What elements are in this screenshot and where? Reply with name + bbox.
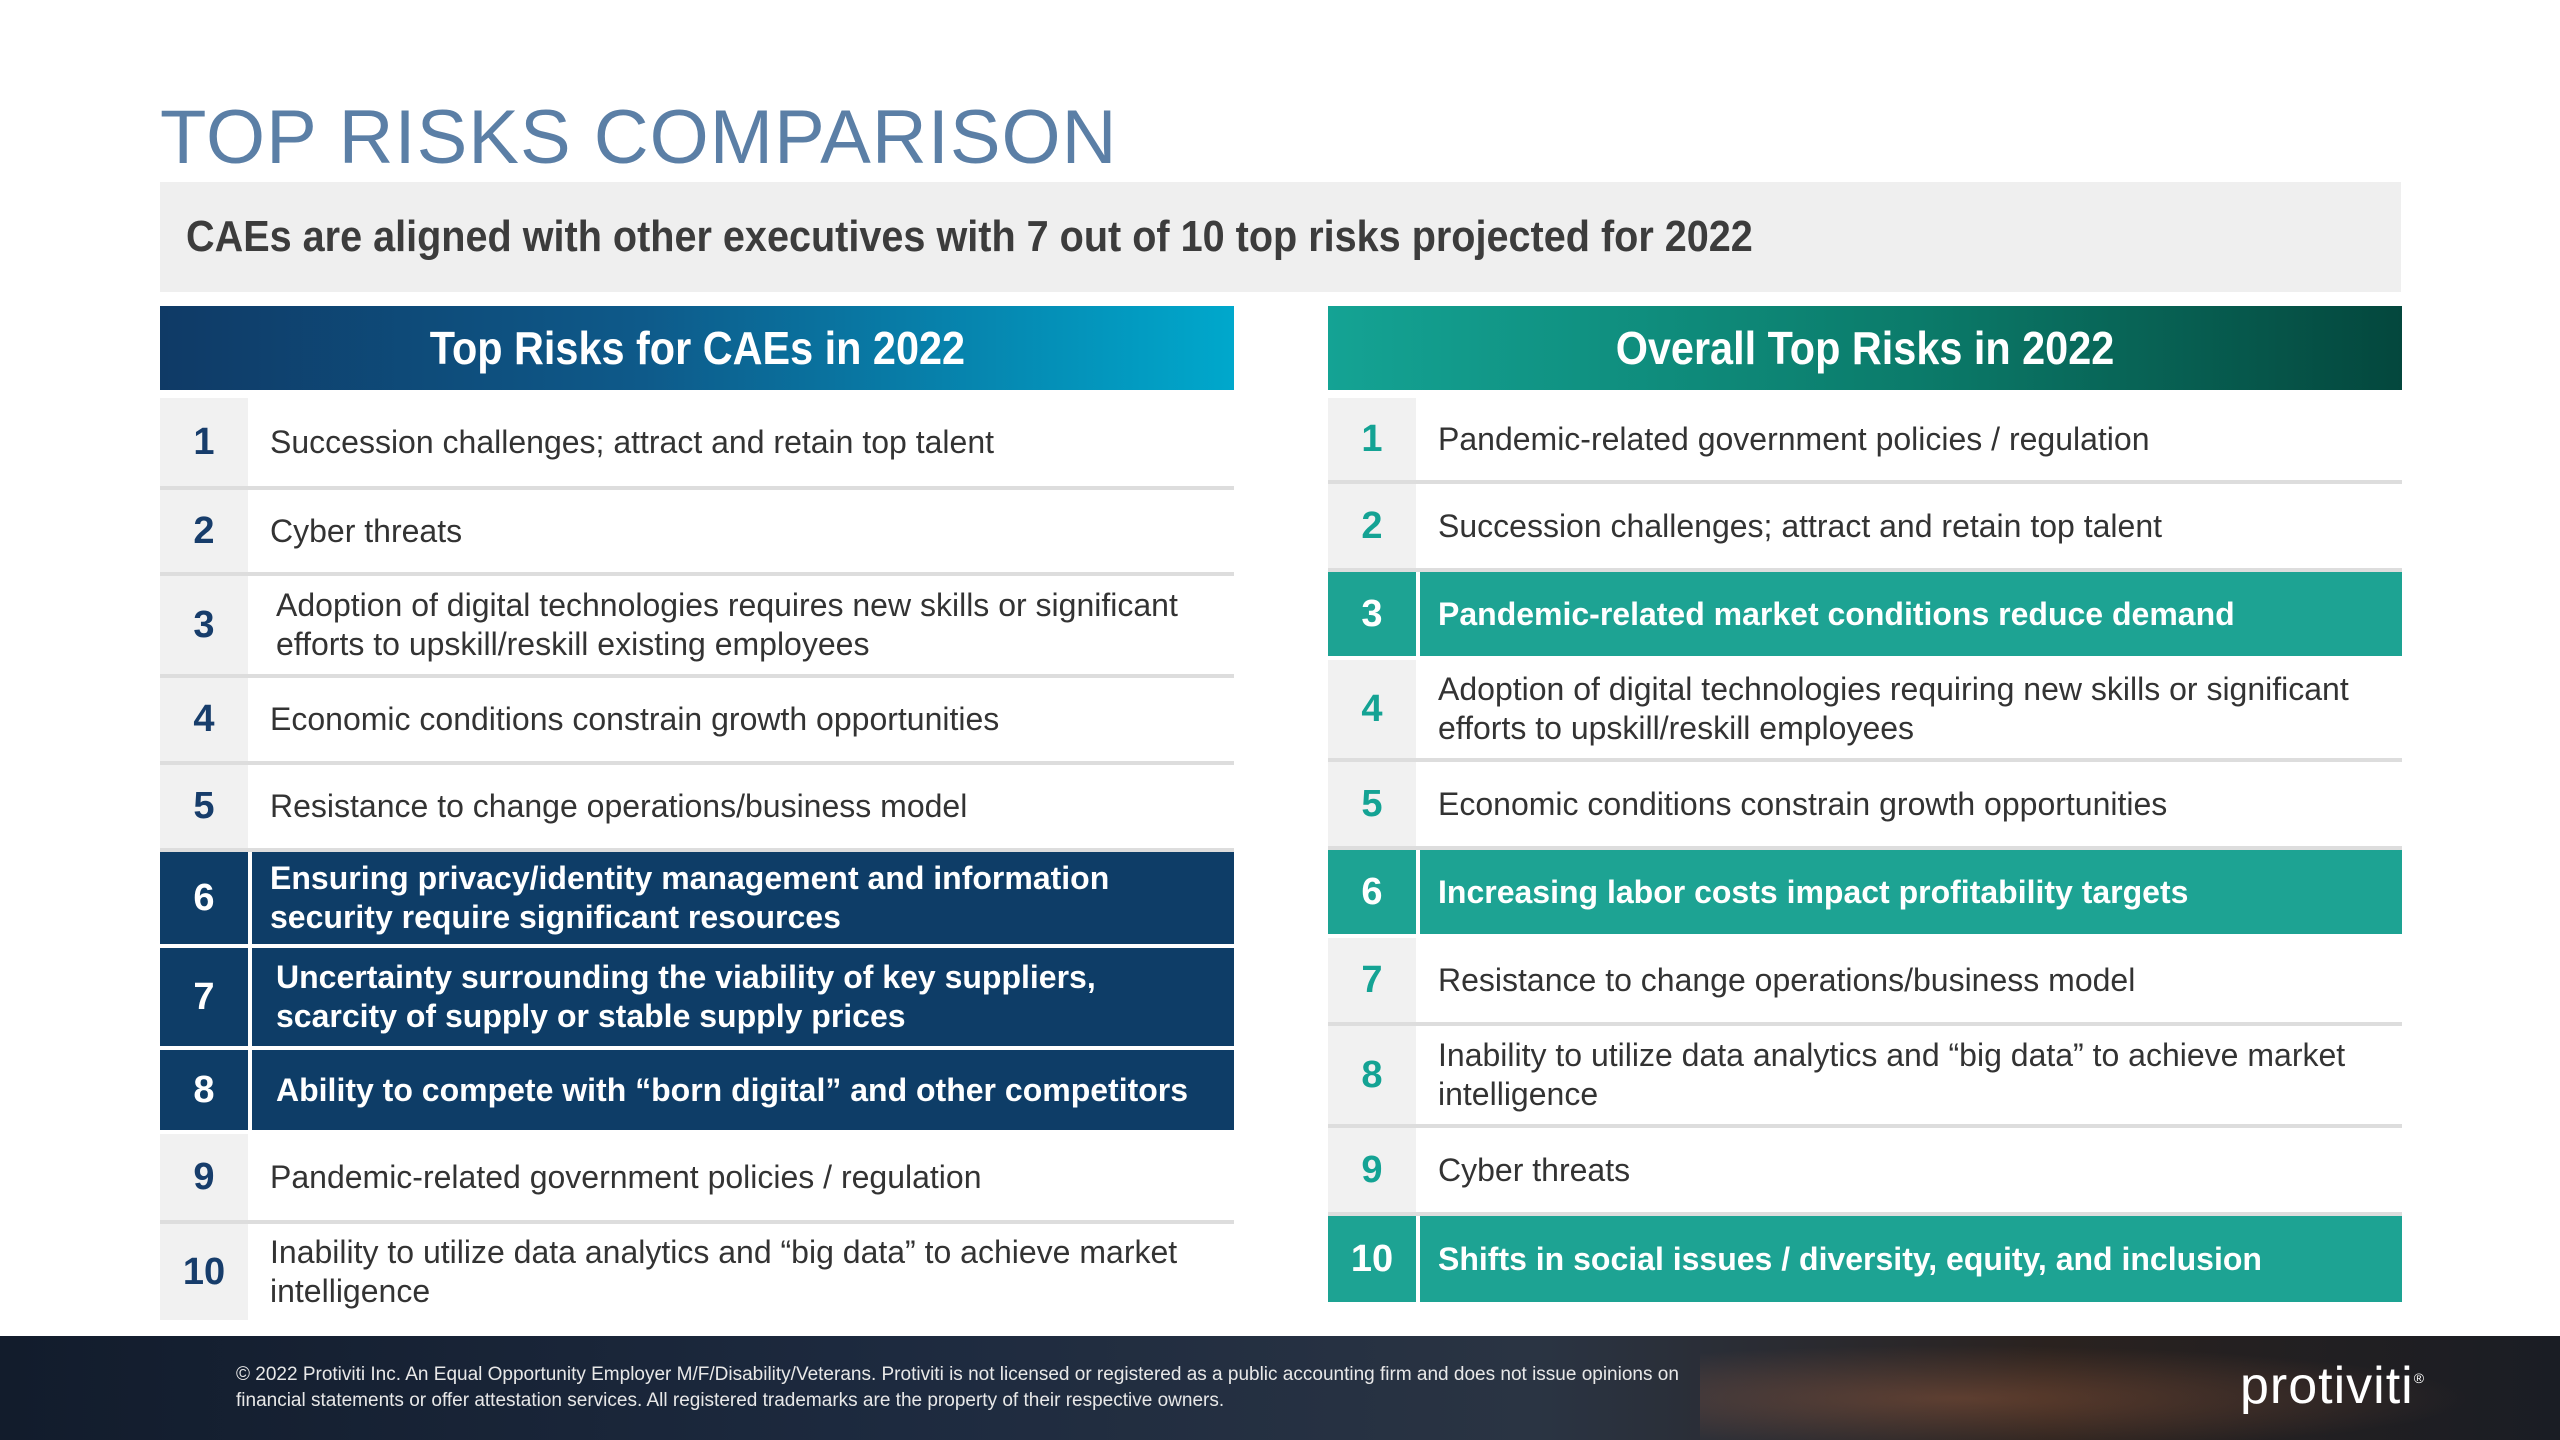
overall-risk-row: 8 Inability to utilize data analytics an… [1328,1026,2402,1128]
cae-risk-row: 1 Succession challenges; attract and ret… [160,398,1234,490]
risk-rank: 6 [1328,850,1420,934]
overall-risk-row: 7 Resistance to change operations/busine… [1328,938,2402,1026]
risk-text: Succession challenges; attract and retai… [1438,507,2162,544]
cae-risk-row: 10 Inability to utilize data analytics a… [160,1224,1234,1320]
cae-risks-panel: Top Risks for CAEs in 2022 1 Succession … [160,306,1234,1320]
protiviti-logo: protiviti® [2240,1356,2425,1416]
overall-risks-header-label: Overall Top Risks in 2022 [1615,322,2115,374]
risk-rank: 3 [1328,572,1420,656]
risk-rank: 8 [1328,1026,1420,1124]
cae-risk-row-highlighted: 8 Ability to compete with “born digital”… [160,1050,1234,1134]
risk-rank: 8 [160,1050,252,1130]
risk-text: Succession challenges; attract and retai… [270,423,994,460]
risk-text: Inability to utilize data analytics and … [270,1234,1178,1309]
risk-rank: 9 [1328,1128,1420,1212]
logo-wordmark: protiviti [2240,1357,2414,1415]
risk-rank: 1 [160,398,252,486]
overall-risk-row: 9 Cyber threats [1328,1128,2402,1216]
cae-risks-header-label: Top Risks for CAEs in 2022 [429,322,965,374]
overall-risks-panel: Overall Top Risks in 2022 1 Pandemic-rel… [1328,306,2402,1302]
risk-text: Ability to compete with “born digital” a… [276,1071,1189,1108]
risk-rank: 10 [160,1224,252,1320]
risk-rank: 2 [160,490,252,572]
overall-risk-list: 1 Pandemic-related government policies /… [1328,398,2402,1302]
risk-rank: 5 [1328,762,1420,846]
overall-risk-row: 2 Succession challenges; attract and ret… [1328,484,2402,572]
overall-risk-row: 5 Economic conditions constrain growth o… [1328,762,2402,850]
overall-risks-header: Overall Top Risks in 2022 [1328,306,2402,390]
risk-text: Pandemic-related government policies / r… [270,1158,982,1195]
risk-text: Economic conditions constrain growth opp… [270,701,1000,737]
overall-risk-row: 1 Pandemic-related government policies /… [1328,398,2402,484]
risk-text: Economic conditions constrain growth opp… [1438,785,2168,822]
risk-rank: 1 [1328,398,1420,480]
footer-legal-text: © 2022 Protiviti Inc. An Equal Opportuni… [236,1364,1679,1411]
risk-rank: 5 [160,765,252,848]
risk-text: Cyber threats [1438,1151,1631,1188]
cae-risk-list: 1 Succession challenges; attract and ret… [160,398,1234,1320]
risk-text: Ensuring privacy/identity management and… [270,860,1110,935]
risk-text: Shifts in social issues / diversity, equ… [1438,1240,2262,1277]
risk-text: Adoption of digital technologies requiri… [1438,671,2349,746]
cae-risk-row: 4 Economic conditions constrain growth o… [160,678,1234,765]
risk-rank: 4 [160,678,252,761]
subtitle: CAEs are aligned with other executives w… [186,212,1753,261]
overall-risk-row-highlighted: 6 Increasing labor costs impact profitab… [1328,850,2402,938]
risk-text: Uncertainty surrounding the viability of… [276,959,1096,1034]
overall-risk-row: 4 Adoption of digital technologies requi… [1328,660,2402,762]
risk-rank: 6 [160,852,252,944]
risk-rank: 4 [1328,660,1420,758]
risk-rank: 10 [1328,1216,1420,1302]
risk-rank: 7 [1328,938,1420,1022]
overall-risk-row-highlighted: 3 Pandemic-related market conditions red… [1328,572,2402,660]
risk-text: Pandemic-related government policies / r… [1438,420,2150,457]
cae-risk-row: 2 Cyber threats [160,490,1234,576]
page-title: TOP RISKS COMPARISON [160,95,1118,180]
risk-rank: 9 [160,1134,252,1220]
overall-risk-row-highlighted: 10 Shifts in social issues / diversity, … [1328,1216,2402,1302]
cae-risk-row: 5 Resistance to change operations/busine… [160,765,1234,852]
risk-text: Resistance to change operations/business… [270,788,968,824]
risk-text: Adoption of digital technologies require… [276,587,1178,662]
cae-risk-row-highlighted: 6 Ensuring privacy/identity management a… [160,852,1234,948]
risk-text: Inability to utilize data analytics and … [1438,1037,2346,1112]
cae-risk-row: 3 Adoption of digital technologies requi… [160,576,1234,678]
cae-risks-header: Top Risks for CAEs in 2022 [160,306,1234,390]
risk-text: Resistance to change operations/business… [1438,961,2136,998]
risk-text: Cyber threats [270,512,463,549]
risk-rank: 7 [160,948,252,1046]
cae-risk-row: 9 Pandemic-related government policies /… [160,1134,1234,1224]
risk-text: Pandemic-related market conditions reduc… [1438,595,2235,632]
risk-text: Increasing labor costs impact profitabil… [1438,873,2189,910]
risk-rank: 3 [160,576,252,674]
footer: © 2022 Protiviti Inc. An Equal Opportuni… [0,1336,2560,1440]
subtitle-bar: CAEs are aligned with other executives w… [160,182,2401,292]
registered-mark: ® [2413,1370,2426,1386]
risk-rank: 2 [1328,484,1420,568]
cae-risk-row-highlighted: 7 Uncertainty surrounding the viability … [160,948,1234,1050]
footer-background-image [1700,1336,2560,1440]
